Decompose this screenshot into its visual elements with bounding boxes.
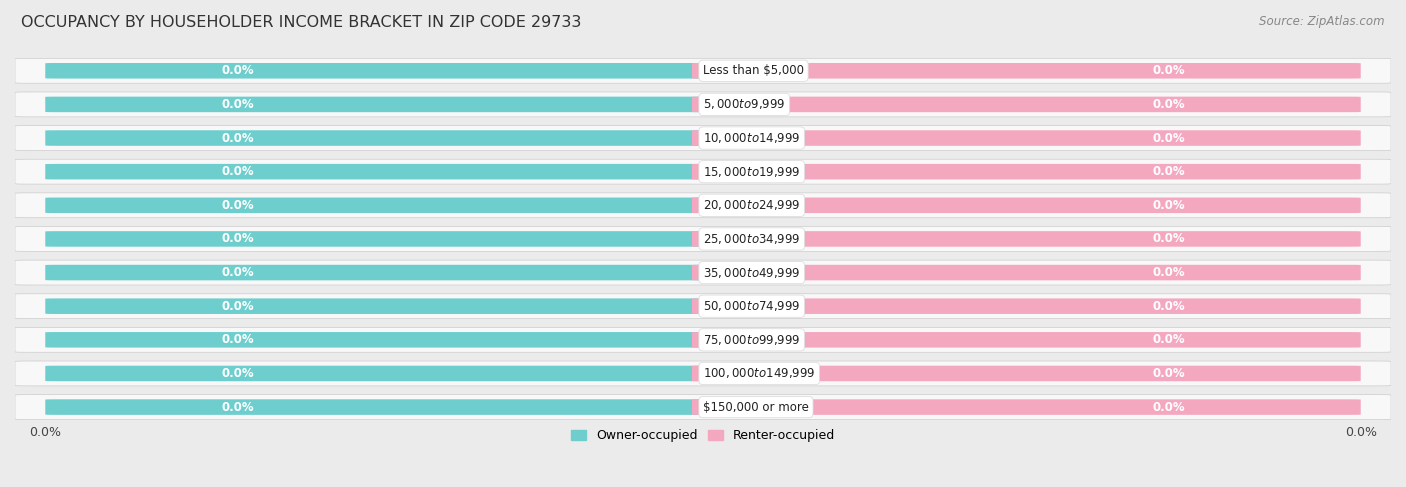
FancyBboxPatch shape: [15, 226, 1391, 251]
Text: 0.0%: 0.0%: [1153, 131, 1185, 145]
FancyBboxPatch shape: [45, 231, 714, 247]
Text: 0.0%: 0.0%: [221, 165, 253, 178]
FancyBboxPatch shape: [15, 92, 1391, 117]
FancyBboxPatch shape: [692, 265, 1361, 281]
Legend: Owner-occupied, Renter-occupied: Owner-occupied, Renter-occupied: [567, 424, 839, 447]
FancyBboxPatch shape: [45, 299, 714, 314]
FancyBboxPatch shape: [45, 96, 714, 112]
Text: 0.0%: 0.0%: [1153, 199, 1185, 212]
FancyBboxPatch shape: [15, 58, 1391, 83]
Text: $50,000 to $74,999: $50,000 to $74,999: [703, 299, 800, 313]
Text: 0.0%: 0.0%: [221, 131, 253, 145]
FancyBboxPatch shape: [692, 63, 1361, 78]
FancyBboxPatch shape: [692, 231, 1361, 247]
Text: 0.0%: 0.0%: [1153, 64, 1185, 77]
Text: OCCUPANCY BY HOUSEHOLDER INCOME BRACKET IN ZIP CODE 29733: OCCUPANCY BY HOUSEHOLDER INCOME BRACKET …: [21, 15, 582, 30]
Text: 0.0%: 0.0%: [221, 367, 253, 380]
Text: 0.0%: 0.0%: [1153, 165, 1185, 178]
Text: $35,000 to $49,999: $35,000 to $49,999: [703, 265, 800, 280]
Text: Less than $5,000: Less than $5,000: [703, 64, 804, 77]
Text: 0.0%: 0.0%: [28, 426, 60, 439]
FancyBboxPatch shape: [15, 260, 1391, 285]
FancyBboxPatch shape: [15, 126, 1391, 150]
FancyBboxPatch shape: [692, 96, 1361, 112]
FancyBboxPatch shape: [692, 299, 1361, 314]
Text: $75,000 to $99,999: $75,000 to $99,999: [703, 333, 800, 347]
FancyBboxPatch shape: [15, 294, 1391, 318]
Text: $5,000 to $9,999: $5,000 to $9,999: [703, 97, 786, 112]
Text: $20,000 to $24,999: $20,000 to $24,999: [703, 198, 800, 212]
Text: 0.0%: 0.0%: [1153, 367, 1185, 380]
FancyBboxPatch shape: [45, 164, 714, 179]
Text: 0.0%: 0.0%: [221, 64, 253, 77]
Text: 0.0%: 0.0%: [1346, 426, 1378, 439]
FancyBboxPatch shape: [15, 361, 1391, 386]
Text: 0.0%: 0.0%: [221, 232, 253, 245]
FancyBboxPatch shape: [15, 193, 1391, 218]
Text: 0.0%: 0.0%: [1153, 232, 1185, 245]
Text: 0.0%: 0.0%: [1153, 266, 1185, 279]
FancyBboxPatch shape: [45, 265, 714, 281]
FancyBboxPatch shape: [45, 130, 714, 146]
Text: $15,000 to $19,999: $15,000 to $19,999: [703, 165, 800, 179]
FancyBboxPatch shape: [692, 198, 1361, 213]
FancyBboxPatch shape: [15, 327, 1391, 352]
FancyBboxPatch shape: [692, 399, 1361, 415]
Text: 0.0%: 0.0%: [1153, 401, 1185, 413]
FancyBboxPatch shape: [45, 63, 714, 78]
FancyBboxPatch shape: [45, 198, 714, 213]
Text: 0.0%: 0.0%: [1153, 300, 1185, 313]
Text: $25,000 to $34,999: $25,000 to $34,999: [703, 232, 800, 246]
Text: 0.0%: 0.0%: [221, 401, 253, 413]
FancyBboxPatch shape: [692, 130, 1361, 146]
Text: 0.0%: 0.0%: [1153, 333, 1185, 346]
Text: 0.0%: 0.0%: [221, 300, 253, 313]
Text: Source: ZipAtlas.com: Source: ZipAtlas.com: [1260, 15, 1385, 28]
FancyBboxPatch shape: [692, 366, 1361, 381]
FancyBboxPatch shape: [45, 332, 714, 348]
FancyBboxPatch shape: [45, 366, 714, 381]
Text: $100,000 to $149,999: $100,000 to $149,999: [703, 366, 815, 380]
FancyBboxPatch shape: [15, 394, 1391, 419]
FancyBboxPatch shape: [45, 399, 714, 415]
Text: $150,000 or more: $150,000 or more: [703, 401, 808, 413]
Text: 0.0%: 0.0%: [221, 98, 253, 111]
Text: 0.0%: 0.0%: [221, 333, 253, 346]
FancyBboxPatch shape: [692, 164, 1361, 179]
FancyBboxPatch shape: [15, 159, 1391, 184]
FancyBboxPatch shape: [692, 332, 1361, 348]
Text: 0.0%: 0.0%: [1153, 98, 1185, 111]
Text: 0.0%: 0.0%: [221, 266, 253, 279]
Text: $10,000 to $14,999: $10,000 to $14,999: [703, 131, 800, 145]
Text: 0.0%: 0.0%: [221, 199, 253, 212]
